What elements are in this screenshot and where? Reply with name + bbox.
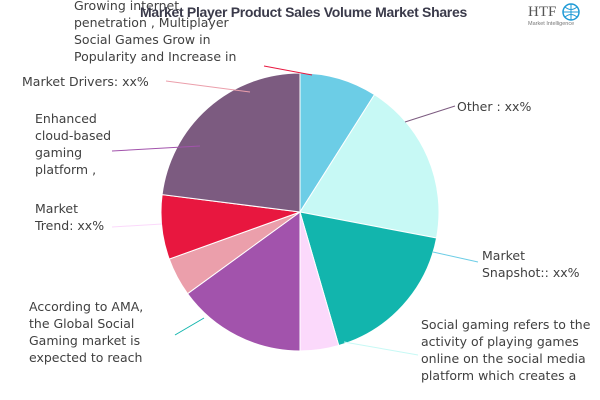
slice-label-cloud: Enhanced cloud-based gaming platform ,	[35, 110, 111, 178]
slice-label-line: Snapshot:: xx%	[482, 265, 580, 280]
leader-line-other	[404, 105, 456, 123]
slice-label-line: Gaming market is	[29, 333, 141, 348]
leader-lines	[111, 65, 479, 356]
slice-label-line: Trend: xx%	[35, 218, 105, 233]
leader-line-ama	[174, 317, 205, 336]
slice-label-line: Social gaming refers to the	[421, 317, 591, 332]
globe-icon	[562, 3, 580, 21]
slice-label-line: online on the social media	[421, 351, 586, 366]
pie-slice-ama	[299, 211, 438, 347]
pie-slice-other	[161, 72, 301, 213]
leader-line-snapshot	[432, 251, 479, 263]
slice-label-line: gaming	[35, 145, 83, 160]
slice-label-line: According to AMA,	[29, 299, 144, 314]
slice-label-growing: Growing internet penetration , Multiplaye…	[74, 0, 236, 65]
slice-label-line: cloud-based	[35, 128, 112, 143]
slice-label-line: Market	[482, 248, 525, 263]
pie-slice-social	[299, 93, 440, 239]
pie-slices	[160, 72, 440, 352]
slice-label-ama: According to AMA, the Global Social Gaming…	[29, 298, 143, 366]
slice-label-line: platform ,	[35, 162, 97, 177]
slice-label-line: Popularity and Increase in	[74, 49, 237, 64]
slice-label-line: platform which creates a	[421, 368, 577, 383]
leader-line-cloud	[111, 145, 201, 152]
slice-label-trend: Market Trend: xx%	[35, 200, 104, 234]
brand-logo: HTF Market Intelligence	[528, 2, 592, 30]
slice-label-line: Social Games Grow in	[74, 32, 211, 47]
slice-label-line: the Global Social	[29, 316, 135, 331]
logo-text: HTF	[528, 4, 557, 20]
slice-label-line: Growing internet	[74, 0, 180, 13]
slice-label-line: expected to reach	[29, 350, 143, 365]
slice-label-line: activity of playing games	[421, 334, 579, 349]
slice-label-social: Social gaming refers to the activity of p…	[421, 316, 590, 384]
slice-label-line: penetration , Multiplayer	[74, 15, 229, 30]
slice-label-line: Other : xx%	[457, 99, 532, 114]
logo-subtext: Market Intelligence	[528, 21, 575, 27]
slice-label-line: Market	[35, 201, 78, 216]
leader-line-growing	[263, 65, 313, 76]
leader-line-social	[343, 341, 419, 356]
slice-label-other: Other : xx%	[457, 98, 531, 115]
slice-label-drivers: Market Drivers: xx%	[22, 73, 149, 90]
slice-label-line: Market Drivers: xx%	[22, 74, 149, 89]
pie-slice-cloud	[186, 211, 301, 352]
slice-label-line: Enhanced	[35, 111, 97, 126]
leader-line-drivers	[165, 80, 251, 93]
chart-title: Market Player Product Sales Volume Marke…	[140, 4, 467, 20]
leader-line-trend	[111, 223, 163, 228]
